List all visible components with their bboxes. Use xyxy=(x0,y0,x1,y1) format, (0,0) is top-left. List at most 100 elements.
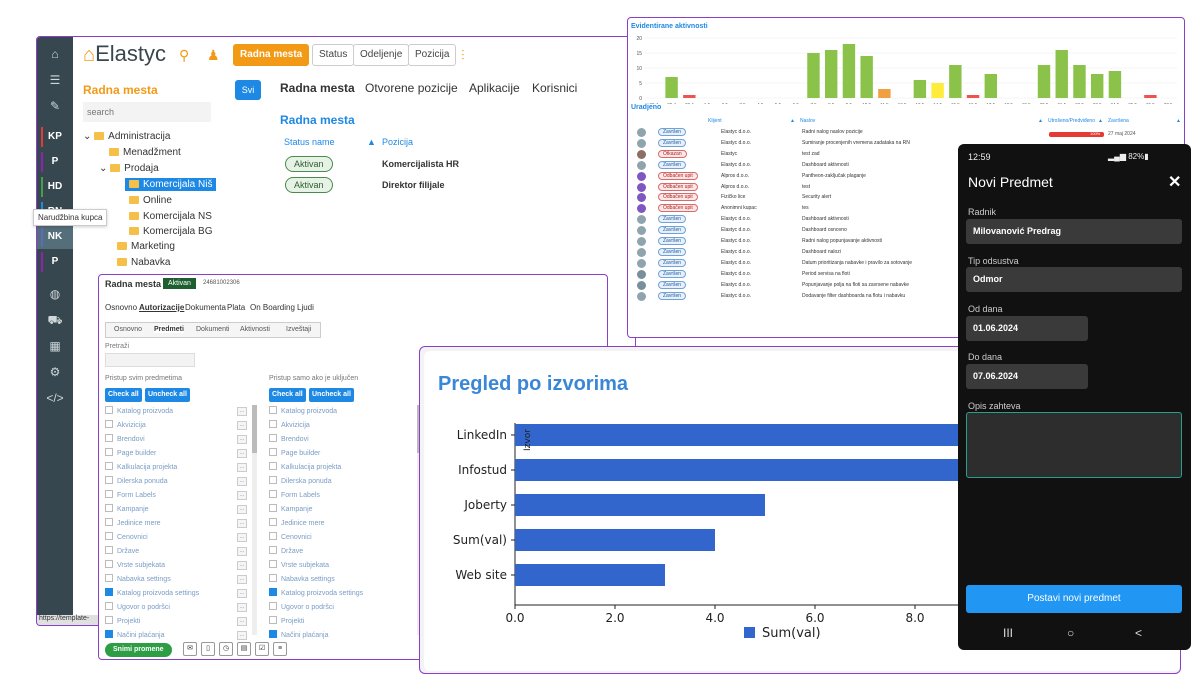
more-icon[interactable]: ... xyxy=(237,561,247,570)
activity-bar[interactable] xyxy=(1108,71,1122,98)
recent-apps-icon[interactable]: III xyxy=(1003,626,1014,640)
globe-icon[interactable]: ◍ xyxy=(49,287,61,301)
tree-item-nabavka[interactable]: Nabavka xyxy=(117,257,170,268)
column-header-status[interactable]: Status name xyxy=(284,137,335,147)
more-icon[interactable]: ... xyxy=(237,449,247,458)
list-item[interactable]: Katalog proizvoda... xyxy=(105,406,250,418)
activity-bar[interactable] xyxy=(984,74,998,98)
checkbox[interactable] xyxy=(269,532,277,540)
activity-bar[interactable] xyxy=(913,80,927,98)
list-item[interactable]: Page builder xyxy=(269,448,414,460)
activity-bar[interactable] xyxy=(1037,65,1051,98)
naslov-cell[interactable]: Datum prioritizanja nabavke i pravilo za… xyxy=(802,259,913,266)
table-row[interactable]: Završen Elastyc d.o.o. Sumiranje procenjen… xyxy=(628,138,1184,149)
checkbox[interactable] xyxy=(105,406,113,414)
toolbar-status-button[interactable]: Status xyxy=(312,44,355,66)
tree-item-komercijala-nis[interactable]: Komercijala Niš xyxy=(125,178,217,191)
naslov-cell[interactable]: test xyxy=(802,183,811,190)
list-item[interactable]: Akvizicija... xyxy=(105,420,250,432)
checkbox[interactable] xyxy=(269,518,277,526)
naslov-cell[interactable]: Dodavanje filter dashboarda na flotu i n… xyxy=(802,292,906,299)
activity-bar[interactable] xyxy=(949,65,962,98)
list-item[interactable]: Projekti... xyxy=(105,616,250,628)
list-item[interactable]: Brendovi... xyxy=(105,434,250,446)
activity-bar[interactable] xyxy=(842,44,856,98)
list-item[interactable]: Vrste subjekata xyxy=(269,560,414,572)
activity-bar[interactable] xyxy=(931,83,944,98)
edit-icon[interactable]: ✎ xyxy=(49,99,61,113)
save-button[interactable]: Snimi promene xyxy=(105,643,172,657)
naslov-cell[interactable]: Dashboard aktivnosti xyxy=(802,161,849,168)
checkbox[interactable] xyxy=(105,518,113,526)
tree-item-komercijala-bg[interactable]: Komercijala BG xyxy=(129,226,212,237)
clock-icon[interactable]: ◷ xyxy=(219,642,233,656)
checkbox[interactable] xyxy=(105,532,113,540)
checkbox[interactable] xyxy=(105,602,113,610)
list-item[interactable]: Kalkulacija projekta xyxy=(269,462,414,474)
activity-bar[interactable] xyxy=(807,53,820,98)
list-item[interactable]: Načini plaćanja... xyxy=(105,630,250,642)
rail-item-hd[interactable]: HD xyxy=(37,175,73,199)
sort-icon[interactable]: ▲ xyxy=(1038,118,1043,124)
checkbox[interactable] xyxy=(105,420,113,428)
rail-item-p[interactable]: P xyxy=(37,150,73,174)
naslov-cell[interactable]: Dashboard aktivnosti xyxy=(802,216,849,223)
check-all-button[interactable]: Check all xyxy=(105,388,142,402)
tab-plata[interactable]: Plata xyxy=(227,303,246,312)
naslov-cell[interactable]: Security alert xyxy=(802,194,832,201)
search-icon[interactable]: ⚲ xyxy=(179,47,190,63)
column-header-zavrsena[interactable]: Završena xyxy=(1108,118,1129,124)
rail-item-nk[interactable]: NK xyxy=(37,225,73,249)
table-row[interactable]: Završen Elastyc d.o.o. Popunjavanje polja … xyxy=(628,280,1184,291)
subtab-predmeti[interactable]: Predmeti xyxy=(154,326,184,333)
list-item[interactable]: Nabavka settings... xyxy=(105,574,250,586)
checkbox[interactable] xyxy=(269,616,277,624)
table-row[interactable]: Završen Elastyc d.o.o. Dashboard nalozi xyxy=(628,247,1184,258)
list-item[interactable]: Kampanje... xyxy=(105,504,250,516)
activity-bar[interactable] xyxy=(1055,50,1068,98)
mail-icon[interactable]: ✉ xyxy=(183,642,197,656)
naslov-cell[interactable]: Radni nalog popunjavanje aktivnosti xyxy=(802,238,883,244)
opis-textarea[interactable] xyxy=(966,412,1182,478)
checkbox[interactable] xyxy=(105,560,113,568)
submit-button[interactable]: Postavi novi predmet xyxy=(966,585,1182,613)
list-item[interactable]: Form Labels... xyxy=(105,490,250,502)
grid-icon[interactable]: ▦ xyxy=(49,339,61,353)
tip-odsustva-select[interactable]: Odmor xyxy=(966,267,1182,292)
more-icon[interactable]: ... xyxy=(237,547,247,556)
checkbox[interactable] xyxy=(105,462,113,470)
check-all-button[interactable]: Check all xyxy=(269,388,306,402)
scrollbar-thumb[interactable] xyxy=(252,405,257,453)
list-item[interactable]: Katalog proizvoda xyxy=(269,406,414,418)
bar-joberty[interactable] xyxy=(515,494,765,516)
checkbox[interactable] xyxy=(105,588,113,596)
more-icon[interactable]: ... xyxy=(237,505,247,514)
bar-infostud[interactable] xyxy=(515,459,1015,481)
naslov-cell[interactable]: Popunjavanje polja na floti sa zavrsene … xyxy=(802,281,910,288)
list-item[interactable]: Brendovi xyxy=(269,434,414,446)
subtab-dokumenti[interactable]: Dokumenti xyxy=(196,326,230,333)
list-item[interactable]: Katalog proizvoda settings... xyxy=(105,588,250,600)
subtab-izvestaji[interactable]: Izveštaji xyxy=(286,326,312,333)
more-icon[interactable]: ... xyxy=(237,407,247,416)
more-icon[interactable]: ... xyxy=(237,603,247,612)
svi-button[interactable]: Svi xyxy=(235,80,261,100)
list-icon[interactable]: ☰ xyxy=(49,73,61,87)
table-row[interactable]: Završen Elastyc d.o.o. Period servisa na f… xyxy=(628,269,1184,280)
list-item[interactable]: Kampanje xyxy=(269,504,414,516)
column-header-naslov[interactable]: Naslov xyxy=(800,118,816,124)
table-row[interactable]: Završen Elastyc d.o.o. Datum prioritizanja… xyxy=(628,258,1184,269)
more-icon[interactable]: ... xyxy=(237,589,247,598)
rail-item-p2[interactable]: P xyxy=(37,250,73,274)
sort-icon[interactable]: ▲ xyxy=(1176,118,1181,124)
list-item[interactable]: Katalog proizvoda settings xyxy=(269,588,414,600)
list-item[interactable]: Projekti xyxy=(269,616,414,628)
tab-aplikacije[interactable]: Aplikacije xyxy=(469,81,520,95)
list-item[interactable]: Cenovnici xyxy=(269,532,414,544)
list-item[interactable]: Akvizicija xyxy=(269,420,414,432)
tab-ljudi[interactable]: Ljudi xyxy=(297,303,314,312)
tab-otvorene-pozicije[interactable]: Otvorene pozicije xyxy=(365,81,458,95)
checkbox[interactable] xyxy=(105,490,113,498)
more-icon[interactable]: ... xyxy=(237,421,247,430)
table-row[interactable]: Odbačen upit Alpros d.o.o. Pantheon-zaklju… xyxy=(628,171,1184,182)
